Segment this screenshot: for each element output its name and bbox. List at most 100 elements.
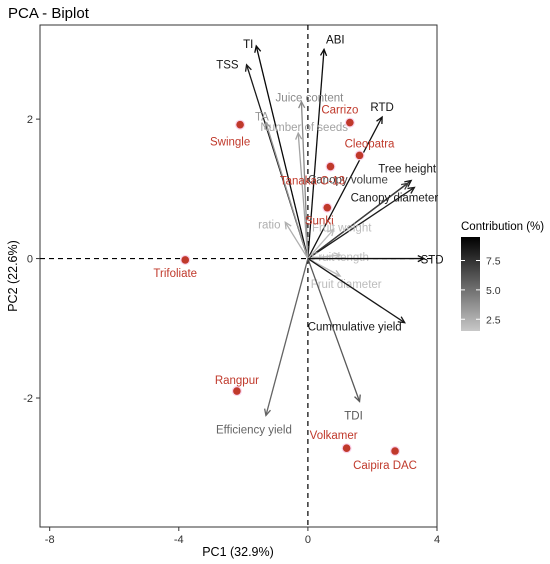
legend-colorbar: [461, 237, 480, 331]
vector-line: [297, 133, 309, 259]
variable-vector: Efficiency yield: [216, 258, 309, 436]
variable-label: Canopy diameter: [351, 192, 439, 204]
variable-label: RTD: [370, 102, 393, 114]
vector-arrowhead: [284, 221, 292, 230]
vector-arrowhead: [264, 121, 272, 130]
variable-label: Efficiency yield: [216, 424, 292, 436]
vector-line: [307, 258, 406, 324]
point-marker: [391, 447, 399, 455]
plot-panel: [39, 24, 438, 528]
vector-line: [307, 186, 415, 260]
variable-label: TSS: [216, 60, 239, 72]
individual-label: Volkamer: [310, 430, 358, 442]
chart-title: PCA - Biplot: [8, 5, 90, 22]
x-tick-label: -4: [174, 534, 184, 546]
individual-label: Swingle: [210, 137, 250, 149]
individual-point: Swingle: [210, 119, 250, 149]
y-tick-label: -2: [23, 393, 33, 405]
vector-arrowhead: [400, 182, 410, 190]
individual-label: Caipira DAC: [353, 460, 417, 472]
individual-label: Cleopatra: [345, 138, 395, 150]
contribution-legend: Contribution (%) 2.5 5.0 7.5: [461, 221, 544, 331]
point-marker: [326, 162, 335, 171]
variable-label: ABI: [326, 34, 345, 46]
variable-label: TI: [243, 39, 253, 51]
variable-vector: ABI: [307, 34, 345, 259]
y-tick-label: 0: [27, 254, 33, 266]
vector-line: [307, 116, 383, 259]
variable-vector: TDI: [307, 258, 363, 423]
vector-line: [255, 45, 309, 259]
individual-label: Sunki: [305, 216, 334, 228]
vector-arrowhead: [376, 115, 383, 125]
x-axis-title: PC1 (32.9%): [202, 545, 274, 559]
reference-lines: [40, 25, 437, 527]
legend-tick-label: 5.0: [486, 285, 501, 297]
variable-vector: Canopy diameter: [307, 186, 439, 260]
variable-label: TA: [255, 112, 269, 124]
variable-label: Tree height: [378, 163, 437, 175]
vector-line: [265, 258, 309, 416]
vector-arrowhead: [333, 269, 342, 277]
variable-label: Cummulative yield: [308, 322, 402, 334]
point-marker: [236, 120, 244, 129]
vector-arrowhead: [295, 131, 303, 140]
individual-point: Rangpur: [215, 375, 259, 397]
vector-arrowhead: [397, 316, 406, 324]
individual-label: Tanaka C-13: [280, 176, 345, 188]
legend-tick-label: 7.5: [486, 256, 501, 268]
y-axis-title: PC2 (22.6%): [6, 240, 20, 312]
individual-point: Volkamer: [310, 430, 358, 454]
legend-title: Contribution (%): [461, 221, 544, 233]
individual-points: Swingle Carrizo Cleopatra Tanaka C-13 Sunki T…: [153, 105, 417, 472]
variable-label: Fruit diameter: [311, 279, 382, 291]
point-marker: [346, 118, 354, 127]
x-tick-label: -8: [45, 534, 55, 546]
x-tick-label: 0: [305, 534, 311, 546]
vector-arrowhead: [244, 63, 252, 72]
vector-line: [307, 258, 361, 402]
individual-point: Cleopatra: [345, 138, 395, 161]
point-marker: [323, 203, 332, 212]
vector-line: [307, 228, 335, 259]
variable-label: Juice content: [276, 93, 345, 105]
vector-arrowhead: [319, 47, 328, 57]
y-axis-ticks: -2 0 2: [23, 114, 40, 405]
vector-arrowhead: [254, 44, 262, 53]
vector-line: [307, 49, 325, 259]
variable-label: TDI: [344, 411, 363, 423]
vector-arrowhead: [263, 408, 271, 417]
point-marker: [233, 387, 241, 395]
point-marker: [342, 444, 351, 453]
vector-arrowhead: [333, 252, 342, 260]
x-axis-ticks: -8 -4 0 4: [45, 527, 440, 546]
individual-point: Trifoliate: [153, 254, 197, 280]
vector-arrowhead: [407, 186, 416, 194]
vector-line: [300, 101, 309, 259]
individual-point: Caipira DAC: [353, 446, 417, 472]
individual-label: Carrizo: [321, 105, 358, 117]
individual-label: Trifoliate: [153, 268, 197, 280]
variable-vector: Number of seeds: [260, 122, 348, 259]
individual-point: Tanaka C-13: [280, 161, 345, 188]
variable-vector: Juice content: [276, 93, 345, 259]
vector-arrowhead: [404, 179, 413, 188]
individual-point: Carrizo: [321, 105, 358, 128]
vector-arrowhead: [327, 228, 335, 237]
variable-vector: Canopy volume: [307, 174, 410, 260]
vector-arrowhead: [417, 254, 426, 263]
y-tick-label: 2: [27, 114, 33, 126]
legend-ticks: 2.5 5.0 7.5: [461, 256, 501, 326]
vector-line: [284, 221, 309, 259]
point-marker: [181, 256, 190, 264]
variable-label: Number of seeds: [260, 122, 348, 134]
x-tick-label: 4: [434, 534, 440, 546]
variable-vector: TA: [255, 112, 309, 259]
variable-vector: RTD: [307, 102, 394, 259]
variable-vector: ratio: [258, 219, 309, 259]
variable-label: Canopy volume: [308, 174, 388, 186]
variable-vector: Fruit weight: [307, 222, 372, 259]
point-marker: [355, 151, 364, 160]
